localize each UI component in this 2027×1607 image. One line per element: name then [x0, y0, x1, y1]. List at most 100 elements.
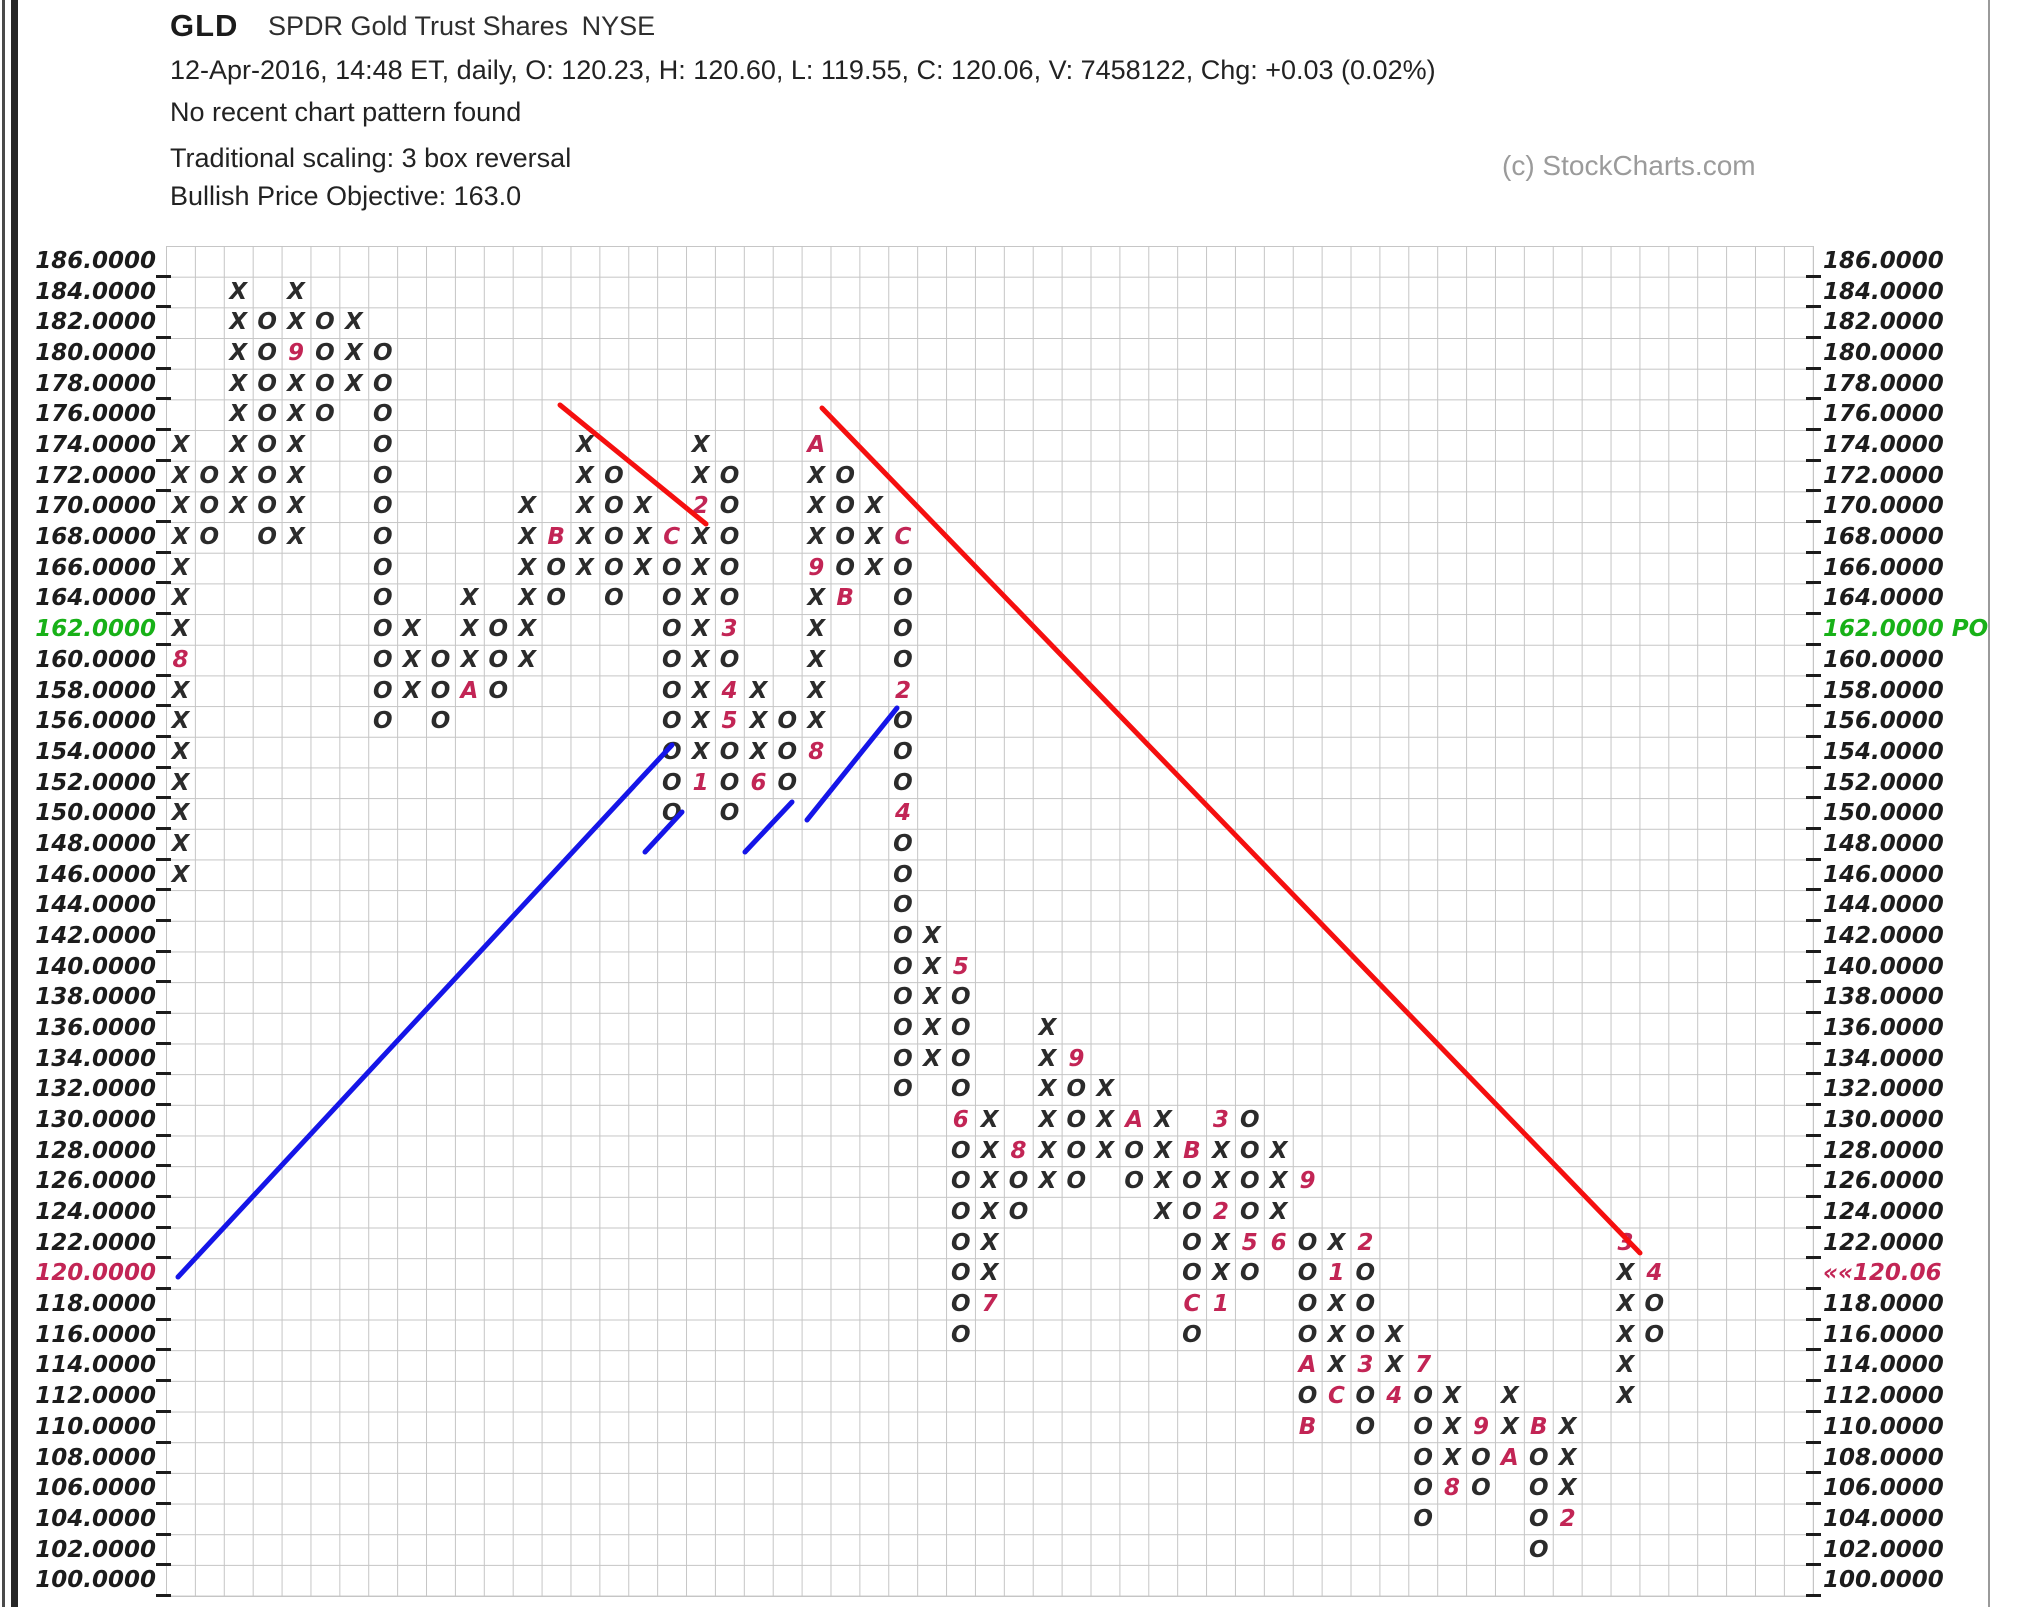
- pnf-o-glyph: O: [1413, 1475, 1433, 1502]
- axis-tick-right: [1806, 918, 1821, 922]
- month-marker-4: 4: [1386, 1383, 1403, 1410]
- pnf-o-glyph: O: [1355, 1260, 1376, 1287]
- pnf-o-glyph: O: [661, 708, 682, 735]
- price-label-right-170: 170.0000: [1823, 493, 1944, 520]
- pnf-x-glyph: X: [922, 922, 941, 949]
- pnf-x-glyph: X: [807, 616, 826, 643]
- price-label-right-180: 180.0000: [1823, 340, 1944, 367]
- month-marker-6: 6: [1270, 1229, 1287, 1256]
- price-label-right-140: 140.0000: [1823, 953, 1944, 980]
- price-label-left-100: 100.0000: [35, 1567, 156, 1594]
- pnf-o-glyph: O: [893, 769, 913, 796]
- axis-tick-left: [156, 397, 171, 401]
- pnf-o-glyph: O: [604, 493, 624, 520]
- pnf-o-glyph: O: [1239, 1168, 1260, 1195]
- axis-tick-left: [156, 458, 171, 462]
- month-marker-8: 8: [808, 738, 825, 765]
- price-label-left-108: 108.0000: [35, 1444, 156, 1471]
- price-label-left-140: 140.0000: [35, 953, 156, 980]
- axis-tick-right: [1806, 1164, 1821, 1168]
- month-marker-B: B: [1183, 1137, 1201, 1164]
- stockcharts-copyright: (c) StockCharts.com: [1502, 150, 1756, 181]
- month-marker-C: C: [1183, 1291, 1201, 1318]
- pnf-x-glyph: X: [807, 585, 826, 612]
- pnf-o-glyph: O: [1528, 1536, 1549, 1563]
- price-label-right-132: 132.0000: [1823, 1076, 1944, 1103]
- price-label-left-134: 134.0000: [35, 1045, 156, 1072]
- pnf-o-glyph: O: [1413, 1444, 1433, 1471]
- price-label-left-142: 142.0000: [35, 922, 156, 949]
- price-label-right-108: 108.0000: [1823, 1444, 1944, 1471]
- month-marker-8: 8: [1444, 1475, 1461, 1502]
- price-label-left-170: 170.0000: [35, 493, 156, 520]
- price-label-right-174: 174.0000: [1823, 432, 1944, 459]
- axis-tick-right: [1806, 796, 1821, 800]
- month-marker-4: 4: [1646, 1260, 1663, 1287]
- pnf-o-glyph: O: [546, 554, 566, 581]
- axis-tick-left: [156, 1440, 171, 1444]
- price-label-right-134: 134.0000: [1823, 1045, 1944, 1072]
- pnf-x-glyph: X: [1038, 1107, 1057, 1134]
- ticker-symbol: GLD: [170, 8, 239, 43]
- pnf-x-glyph: X: [980, 1229, 999, 1256]
- axis-tick-right: [1806, 857, 1821, 861]
- price-label-left-138: 138.0000: [35, 984, 156, 1011]
- month-marker-A: A: [460, 677, 479, 704]
- pnf-x-glyph: X: [1269, 1168, 1288, 1195]
- price-label-left-150: 150.0000: [35, 800, 156, 827]
- pnf-x-glyph: X: [691, 554, 710, 581]
- axis-tick-right: [1806, 581, 1821, 585]
- axis-tick-right: [1806, 428, 1821, 432]
- pnf-o-glyph: O: [257, 309, 277, 336]
- pnf-o-glyph: O: [893, 585, 913, 612]
- pnf-o-glyph: O: [1413, 1505, 1433, 1532]
- price-label-right-168: 168.0000: [1823, 524, 1944, 551]
- pnf-x-glyph: X: [922, 1015, 941, 1041]
- pnf-x-glyph: X: [980, 1199, 999, 1226]
- price-label-left-126: 126.0000: [35, 1168, 156, 1195]
- pnf-x-glyph: X: [576, 462, 594, 489]
- price-label-right-102: 102.0000: [1823, 1536, 1944, 1563]
- axis-tick-right: [1806, 734, 1821, 738]
- price-label-right-138: 138.0000: [1823, 984, 1944, 1011]
- axis-tick-left: [156, 1471, 171, 1475]
- month-marker-9: 9: [1472, 1413, 1489, 1440]
- pnf-x-glyph: X: [171, 616, 190, 643]
- axis-tick-right: [1806, 1287, 1821, 1291]
- month-marker-A: A: [1125, 1107, 1144, 1134]
- pnf-o-glyph: O: [893, 646, 913, 673]
- month-marker-9: 9: [1068, 1045, 1085, 1072]
- price-label-right-114: 114.0000: [1823, 1352, 1944, 1379]
- month-marker-3: 3: [1357, 1352, 1374, 1379]
- pnf-o-glyph: O: [950, 1045, 971, 1072]
- pnf-o-glyph: O: [777, 738, 798, 765]
- pnf-x-glyph: X: [922, 1045, 941, 1072]
- pnf-o-glyph: O: [1297, 1229, 1318, 1256]
- axis-tick-right: [1806, 888, 1821, 892]
- pnf-o-glyph: O: [893, 1076, 913, 1103]
- pnf-o-glyph: O: [1008, 1199, 1029, 1226]
- axis-tick-right: [1806, 489, 1821, 493]
- axis-tick-left: [156, 305, 171, 309]
- pnf-o-glyph: O: [893, 1015, 913, 1041]
- axis-tick-left: [156, 826, 171, 830]
- price-label-left-144: 144.0000: [35, 892, 156, 919]
- price-label-right-156: 156.0000: [1823, 708, 1944, 735]
- price-label-left-114: 114.0000: [35, 1352, 156, 1379]
- pnf-o-glyph: O: [1066, 1168, 1087, 1195]
- price-label-right-112: 112.0000: [1823, 1383, 1944, 1410]
- axis-tick-right: [1806, 1348, 1821, 1352]
- axis-tick-right: [1806, 612, 1821, 616]
- pnf-o-glyph: O: [1528, 1475, 1549, 1502]
- pnf-o-glyph: O: [1644, 1321, 1665, 1348]
- pnf-o-glyph: O: [488, 677, 509, 704]
- axis-tick-right: [1806, 1471, 1821, 1475]
- axis-tick-left: [156, 1409, 171, 1413]
- axis-tick-left: [156, 550, 171, 554]
- price-label-right-172: 172.0000: [1823, 462, 1944, 489]
- pnf-x-glyph: X: [518, 524, 537, 551]
- pnf-o-glyph: O: [372, 585, 393, 612]
- pnf-x-glyph: X: [1616, 1291, 1635, 1318]
- pnf-x-glyph: X: [1096, 1076, 1115, 1103]
- pnf-o-glyph: O: [1239, 1137, 1260, 1164]
